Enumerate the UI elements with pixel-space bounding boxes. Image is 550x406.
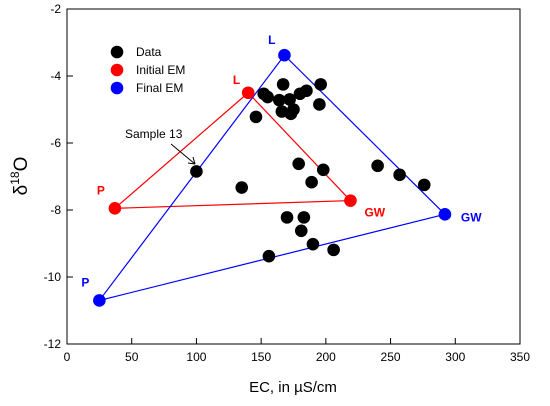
initial-em-point [344,194,357,207]
data-point [313,98,326,111]
x-tick-label: 100 [186,350,206,364]
data-point [371,159,384,173]
annotation-layer: Sample 13 [125,127,196,165]
data-point [283,93,296,106]
legend-label: Initial EM [136,63,185,77]
final-em-label: GW [461,210,482,224]
sample-13-label: Sample 13 [125,127,183,141]
data-point [292,157,305,171]
data-point [280,211,294,224]
y-tick-label: -10 [44,270,62,284]
legend: Data Initial EM Final EM [110,45,185,95]
x-axis-title: EC, in µS/cm [249,379,337,396]
final-em-point [93,294,106,307]
data-point [262,249,276,263]
x-tick-label: 0 [64,350,71,364]
data-point [294,224,308,238]
data-point [287,103,300,116]
y-tick-label: -2 [50,2,61,16]
plot-frame [66,8,521,345]
data-point [417,178,431,192]
y-axis-title-base: δ [11,185,32,196]
data-point [314,78,327,91]
initial-em-label: GW [364,206,385,220]
final-em-label: P [81,275,89,289]
sample-13-arrowhead [187,156,196,165]
initial-em-point [241,86,255,100]
data-point [235,181,249,194]
legend-label: Data [136,45,162,59]
y-tick-label: -6 [50,136,61,150]
data-point [261,90,274,104]
legend-marker [110,81,124,95]
initial-em-point [108,202,122,215]
axis-ticks: 0 50 100 150 200 250 300 350 -12 -10 -8 -6 -4 -2 [44,2,531,364]
initial-em-triangle [113,91,352,209]
x-tick-label: 300 [445,350,465,364]
end-member-points [93,48,452,307]
data-point [297,211,311,224]
initial-em-label: L [233,73,240,87]
legend-marker [110,63,124,77]
data-point [190,165,203,178]
x-tick-label: 250 [381,350,401,364]
data-point [306,237,320,251]
x-tick-label: 200 [316,350,336,364]
x-tick-label: 350 [510,350,530,364]
x-tick-label: 150 [251,350,271,364]
y-axis-title-superscript: 18 [8,171,22,185]
data-point [327,243,340,257]
data-point [316,163,330,177]
legend-label: Final EM [136,81,183,95]
data-point [393,168,406,182]
data-points [190,78,431,263]
sample-13-arrow-line [170,143,196,165]
end-member-labels: L P GW L P GW [81,33,482,289]
x-tick-label: 50 [125,350,139,364]
final-em-point [438,208,452,221]
data-point [305,175,318,189]
data-point [272,93,286,107]
y-axis-title: δ18O [8,157,32,196]
initial-em-label: P [97,183,105,197]
legend-marker [110,45,124,59]
data-point [276,78,290,91]
y-tick-label: -12 [44,337,62,351]
data-point [249,110,263,124]
final-em-label: L [268,33,275,47]
y-tick-label: -4 [50,69,61,83]
final-em-point [278,48,291,62]
y-tick-label: -8 [50,203,61,217]
y-axis-title-tail: O [11,157,32,172]
data-point [300,84,313,98]
